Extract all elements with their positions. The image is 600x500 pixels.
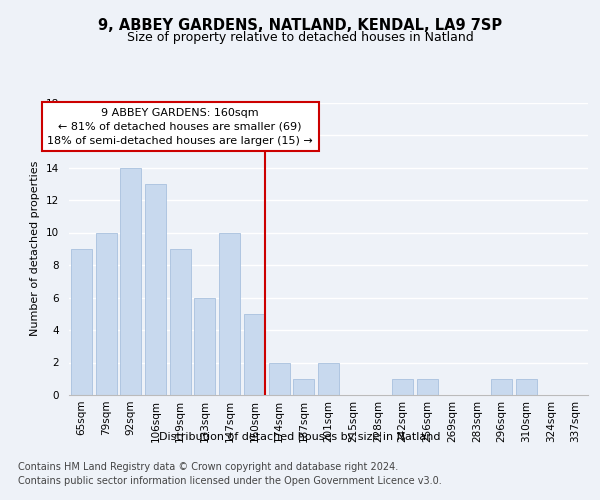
Text: Distribution of detached houses by size in Natland: Distribution of detached houses by size … <box>159 432 441 442</box>
Bar <box>145 184 166 395</box>
Bar <box>293 379 314 395</box>
Bar <box>194 298 215 395</box>
Bar <box>269 362 290 395</box>
Y-axis label: Number of detached properties: Number of detached properties <box>31 161 40 336</box>
Text: Contains HM Land Registry data © Crown copyright and database right 2024.: Contains HM Land Registry data © Crown c… <box>18 462 398 472</box>
Bar <box>71 249 92 395</box>
Bar <box>244 314 265 395</box>
Bar <box>392 379 413 395</box>
Bar <box>417 379 438 395</box>
Text: 9 ABBEY GARDENS: 160sqm
← 81% of detached houses are smaller (69)
18% of semi-de: 9 ABBEY GARDENS: 160sqm ← 81% of detache… <box>47 108 313 146</box>
Bar <box>95 232 116 395</box>
Text: Contains public sector information licensed under the Open Government Licence v3: Contains public sector information licen… <box>18 476 442 486</box>
Bar <box>516 379 537 395</box>
Bar <box>318 362 339 395</box>
Bar <box>170 249 191 395</box>
Bar <box>120 168 141 395</box>
Text: 9, ABBEY GARDENS, NATLAND, KENDAL, LA9 7SP: 9, ABBEY GARDENS, NATLAND, KENDAL, LA9 7… <box>98 18 502 32</box>
Text: Size of property relative to detached houses in Natland: Size of property relative to detached ho… <box>127 31 473 44</box>
Bar <box>219 232 240 395</box>
Bar <box>491 379 512 395</box>
